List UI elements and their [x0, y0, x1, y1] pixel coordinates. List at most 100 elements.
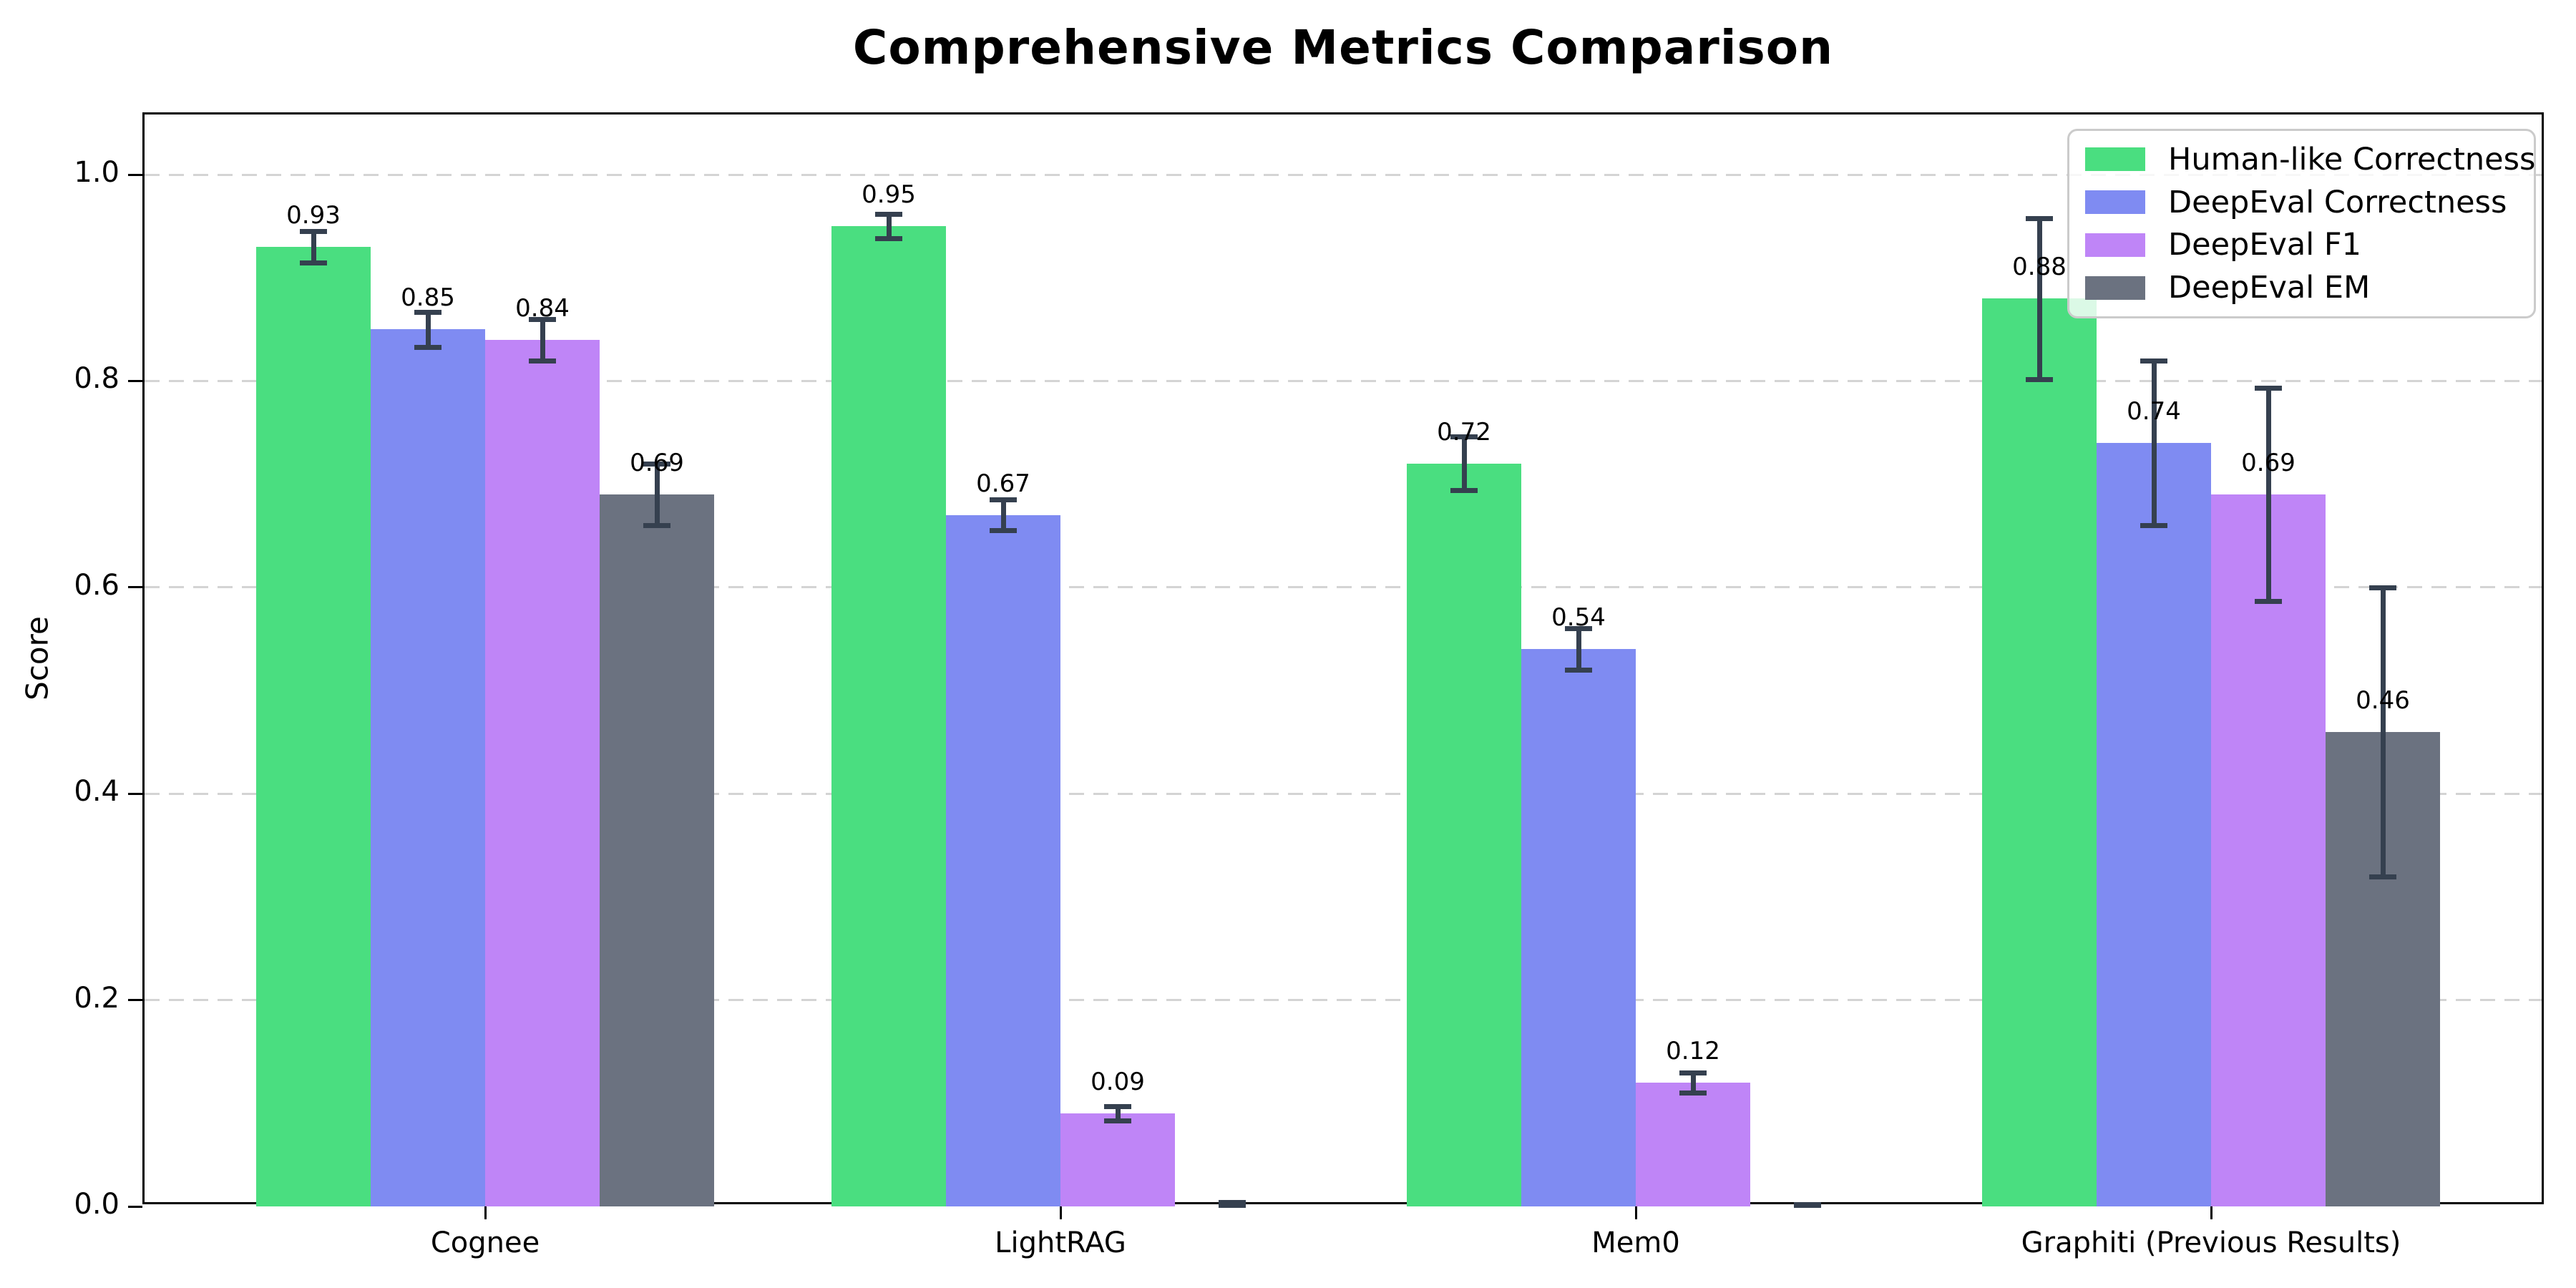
bar-value-label: 0.69 [630, 449, 684, 478]
error-bar-cap-bottom [2026, 376, 2053, 382]
bar-deepeval-f1 [1060, 1113, 1175, 1206]
x-tick-mark [2210, 1206, 2212, 1219]
bar-value-label: 0.72 [1437, 417, 1491, 447]
error-bar-line [425, 311, 431, 347]
error-bar-cap-top [1104, 1104, 1131, 1110]
legend-swatch [2085, 190, 2145, 215]
legend-item: Human-like Correctness [2085, 142, 2535, 177]
y-tick-mark [128, 379, 142, 382]
error-bar-cap-bottom [875, 236, 902, 242]
bar-human-like-correctness [1407, 463, 1521, 1206]
bar-value-label: 0.12 [1666, 1036, 1720, 1065]
bar-deepeval-em [600, 494, 714, 1206]
bar-deepeval-f1 [2211, 494, 2326, 1206]
error-bar-cap-bottom [1794, 1203, 1821, 1208]
legend-label: DeepEval F1 [2168, 227, 2361, 263]
y-tick-mark [128, 792, 142, 795]
bar-value-label: 0.09 [1091, 1068, 1145, 1097]
y-tick-label: 0.2 [74, 981, 119, 1015]
y-tick-label: 0.0 [74, 1188, 119, 1221]
error-bar-line [540, 318, 545, 361]
y-tick-mark [128, 999, 142, 1002]
bar-value-label: 0.95 [862, 180, 916, 210]
bar-deepeval-f1 [485, 339, 600, 1206]
bar-value-label: 0.67 [976, 469, 1030, 498]
bar-value-label: 0.85 [401, 283, 455, 313]
gridline [145, 379, 2542, 382]
bar-value-label: 0.93 [286, 200, 341, 230]
error-bar-line [1115, 1106, 1121, 1121]
error-bar-line [654, 463, 660, 526]
error-bar-line [1000, 499, 1006, 531]
error-bar-cap-top [2140, 358, 2167, 364]
bar-value-label: 0.54 [1551, 603, 1606, 633]
bar-deepeval-f1 [1636, 1082, 1750, 1206]
x-tick-label: Mem0 [1591, 1226, 1680, 1259]
error-bar-cap-bottom [1450, 488, 1478, 494]
y-tick-label: 1.0 [74, 156, 119, 189]
error-bar-line [2036, 218, 2042, 379]
error-bar-cap-bottom [300, 260, 327, 265]
error-bar-cap-bottom [643, 523, 670, 529]
legend-swatch [2085, 147, 2145, 172]
error-bar-cap-bottom [414, 344, 441, 350]
y-tick-mark [128, 586, 142, 589]
bar-deepeval-correctness [2097, 442, 2211, 1206]
error-bar-cap-top [1565, 626, 1592, 632]
error-bar-cap-bottom [2369, 874, 2396, 879]
error-bar-cap-top [529, 316, 556, 322]
error-bar-line [2265, 388, 2271, 601]
gridline [145, 173, 2542, 176]
legend-label: Human-like Correctness [2168, 141, 2536, 177]
bar-human-like-correctness [1982, 298, 2097, 1206]
error-bar-cap-top [990, 497, 1017, 503]
gridline [145, 586, 2542, 589]
bar-value-label: 0.84 [515, 293, 570, 323]
gridline [145, 792, 2542, 795]
error-bar-cap-top [875, 211, 902, 217]
y-tick-label: 0.8 [74, 362, 119, 396]
error-bar-cap-bottom [990, 528, 1017, 534]
bar-value-label: 0.69 [2241, 449, 2296, 478]
legend-label: DeepEval Correctness [2168, 184, 2507, 220]
x-tick-label: LightRAG [995, 1226, 1126, 1259]
error-bar-cap-bottom [529, 358, 556, 364]
legend-swatch [2085, 233, 2145, 257]
error-bar-cap-top [643, 461, 670, 467]
error-bar-line [1576, 628, 1581, 670]
error-bar-line [886, 213, 892, 239]
error-bar-cap-bottom [2140, 523, 2167, 529]
bar-value-label: 0.46 [2356, 686, 2410, 715]
error-bar-cap-bottom [1565, 668, 1592, 673]
x-tick-label: Cognee [430, 1226, 540, 1259]
legend-item: DeepEval F1 [2085, 227, 2518, 263]
legend-swatch [2085, 275, 2145, 300]
y-tick-label: 0.4 [74, 775, 119, 809]
y-tick-mark [128, 173, 142, 176]
legend-item: DeepEval EM [2085, 270, 2518, 306]
y-axis-label: Score [19, 616, 55, 701]
error-bar-cap-top [2026, 215, 2053, 221]
bar-deepeval-correctness [946, 514, 1060, 1206]
x-tick-mark [1634, 1206, 1637, 1219]
error-bar-line [1690, 1072, 1696, 1093]
error-bar-line [311, 231, 316, 263]
legend-label: DeepEval EM [2168, 270, 2371, 306]
bar-human-like-correctness [256, 246, 371, 1206]
error-bar-line [2380, 587, 2386, 877]
bar-value-label: 0.74 [2127, 396, 2181, 426]
error-bar-line [2151, 360, 2157, 526]
bar-value-label: 0.88 [2012, 253, 2067, 282]
error-bar-cap-bottom [1104, 1118, 1131, 1124]
error-bar-cap-top [414, 309, 441, 315]
error-bar-cap-bottom [1219, 1203, 1246, 1208]
error-bar-cap-top [300, 229, 327, 235]
error-bar-cap-top [2255, 386, 2282, 391]
gridline [145, 999, 2542, 1002]
bar-deepeval-correctness [1521, 649, 1636, 1206]
x-tick-mark [484, 1206, 487, 1219]
bar-human-like-correctness [831, 226, 946, 1206]
x-tick-label: Graphiti (Previous Results) [2021, 1226, 2401, 1259]
error-bar-line [1461, 436, 1467, 491]
legend-item: DeepEval Correctness [2085, 185, 2518, 220]
